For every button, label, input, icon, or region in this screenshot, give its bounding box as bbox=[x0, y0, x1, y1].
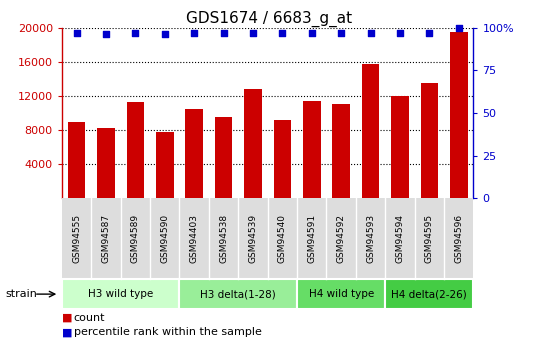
Text: H3 wild type: H3 wild type bbox=[88, 289, 153, 299]
Text: GSM94403: GSM94403 bbox=[190, 214, 199, 264]
Bar bbox=[391, 96, 409, 198]
Text: H4 delta(2-26): H4 delta(2-26) bbox=[392, 289, 467, 299]
Text: GSM94590: GSM94590 bbox=[160, 214, 169, 264]
Bar bbox=[68, 121, 86, 198]
Text: strain: strain bbox=[5, 289, 37, 299]
Bar bbox=[332, 105, 350, 198]
Text: GSM94594: GSM94594 bbox=[395, 214, 405, 264]
Text: GSM94592: GSM94592 bbox=[337, 214, 345, 264]
Bar bbox=[362, 64, 379, 198]
Bar bbox=[185, 109, 203, 198]
Point bbox=[102, 32, 110, 37]
Bar bbox=[97, 128, 115, 198]
Text: GSM94591: GSM94591 bbox=[307, 214, 316, 264]
Point bbox=[366, 30, 375, 36]
Text: H3 delta(1-28): H3 delta(1-28) bbox=[200, 289, 276, 299]
Point bbox=[190, 30, 199, 36]
Point bbox=[278, 30, 287, 36]
Text: count: count bbox=[74, 313, 105, 323]
Text: GSM94596: GSM94596 bbox=[454, 214, 463, 264]
Text: GDS1674 / 6683_g_at: GDS1674 / 6683_g_at bbox=[186, 10, 352, 27]
Point bbox=[160, 32, 169, 37]
Bar bbox=[126, 102, 144, 198]
Text: ■: ■ bbox=[62, 313, 73, 323]
Bar bbox=[303, 101, 321, 198]
Text: GSM94587: GSM94587 bbox=[102, 214, 110, 264]
Text: GSM94555: GSM94555 bbox=[72, 214, 81, 264]
Text: GSM94589: GSM94589 bbox=[131, 214, 140, 264]
Point bbox=[337, 30, 345, 36]
Text: GSM94538: GSM94538 bbox=[219, 214, 228, 264]
Point bbox=[425, 30, 434, 36]
Point bbox=[455, 25, 463, 30]
Text: percentile rank within the sample: percentile rank within the sample bbox=[74, 327, 261, 337]
Bar bbox=[273, 120, 291, 198]
Point bbox=[395, 30, 404, 36]
Point bbox=[72, 30, 81, 36]
Point bbox=[307, 30, 316, 36]
Text: GSM94540: GSM94540 bbox=[278, 214, 287, 264]
Point bbox=[249, 30, 257, 36]
Point bbox=[131, 30, 140, 36]
Bar bbox=[215, 117, 232, 198]
Text: GSM94593: GSM94593 bbox=[366, 214, 375, 264]
Point bbox=[220, 30, 228, 36]
Text: GSM94595: GSM94595 bbox=[425, 214, 434, 264]
Bar bbox=[244, 89, 262, 198]
Text: ■: ■ bbox=[62, 327, 73, 337]
Bar bbox=[450, 32, 468, 198]
Bar bbox=[156, 132, 174, 198]
Text: H4 wild type: H4 wild type bbox=[308, 289, 374, 299]
Text: GSM94539: GSM94539 bbox=[249, 214, 258, 264]
Bar bbox=[421, 83, 438, 198]
